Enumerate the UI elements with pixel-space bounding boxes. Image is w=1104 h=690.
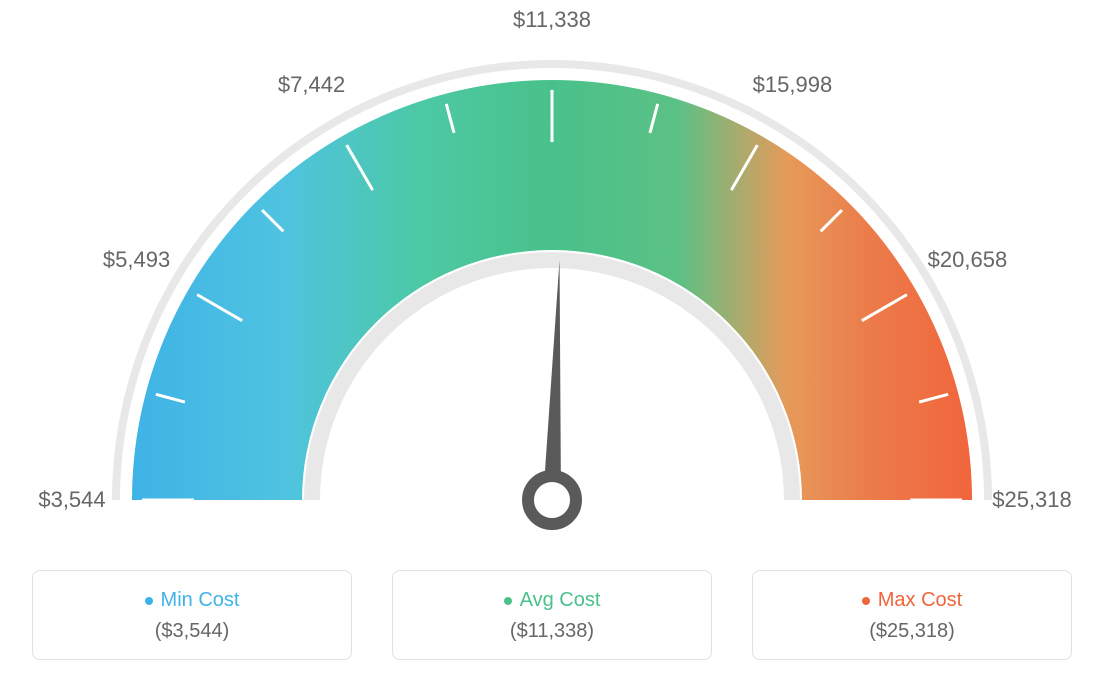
gauge-tick-label: $20,658 [928,247,1008,273]
legend-value-avg: ($11,338) [393,620,711,643]
legend-card-min: Min Cost ($3,544) [32,570,352,660]
gauge-svg [0,0,1104,560]
legend-value-min: ($3,544) [33,620,351,643]
gauge-tick-label: $25,318 [992,487,1072,513]
gauge-tick-label: $5,493 [103,247,170,273]
dot-icon [145,597,153,605]
legend-title-text: Max Cost [878,589,962,612]
gauge-tick-label: $11,338 [513,7,591,33]
gauge-chart: $3,544 $5,493 $7,442 $11,338 $15,998 $20,658 $… [0,0,1104,560]
legend-card-max: Max Cost ($25,318) [752,570,1072,660]
legend-title-text: Avg Cost [520,589,601,612]
legend-value-max: ($25,318) [753,620,1071,643]
gauge-tick-label: $15,998 [753,72,833,98]
legend-title-min: Min Cost [145,589,240,612]
legend-title-max: Max Cost [862,589,962,612]
dot-icon [504,597,512,605]
gauge-tick-label: $7,442 [278,72,345,98]
legend-row: Min Cost ($3,544) Avg Cost ($11,338) Max… [0,570,1104,660]
legend-title-avg: Avg Cost [504,589,601,612]
dot-icon [862,597,870,605]
legend-card-avg: Avg Cost ($11,338) [392,570,712,660]
legend-title-text: Min Cost [161,589,240,612]
gauge-tick-label: $3,544 [38,487,105,513]
